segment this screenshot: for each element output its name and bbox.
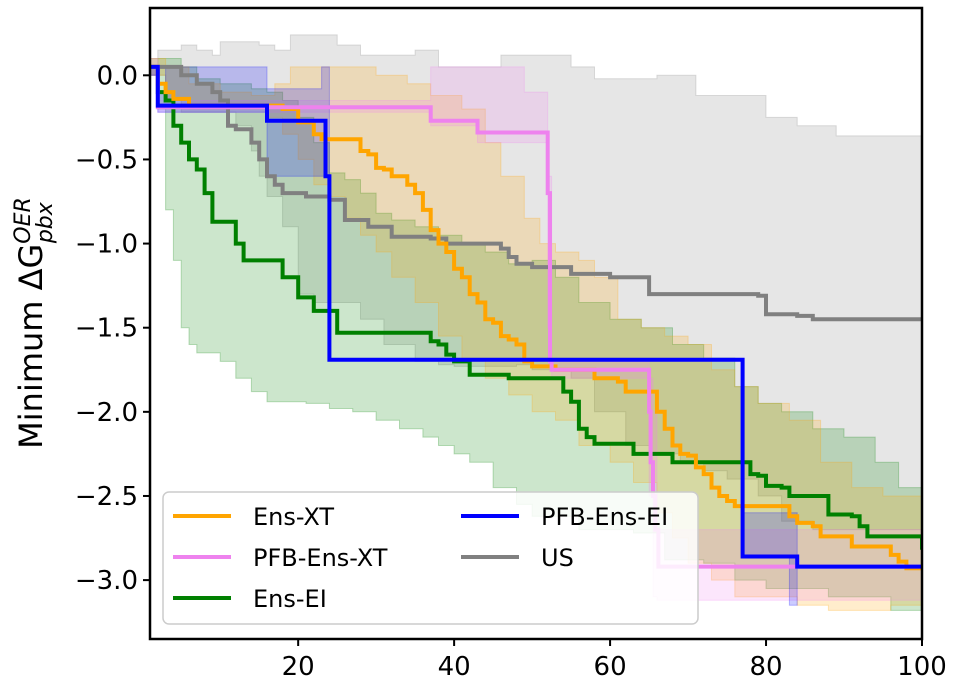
x-tick-label: 20 — [282, 652, 315, 682]
y-tick-label: −0.5 — [75, 145, 138, 175]
legend-label-us: US — [541, 544, 574, 572]
legend: Ens-XT PFB-Ens-XT Ens-EI PFB-Ens-EI US — [162, 491, 699, 625]
x-tick-label: 40 — [438, 652, 471, 682]
line-ens-ei — [150, 64, 922, 550]
legend-label-ens-ei: Ens-EI — [253, 585, 327, 613]
line-ens-xt — [150, 64, 922, 571]
band-pfb-ens-xt — [150, 58, 922, 601]
x-tick-label: 60 — [594, 652, 627, 682]
axis-ticks: 20 40 60 80 100 0.0 −0.5 −1.0 −1.5 −2.0 −2.5 −3.0 — [75, 61, 947, 682]
legend-box — [162, 491, 699, 625]
y-tick-label: 0.0 — [97, 61, 138, 91]
band-ens-ei — [150, 58, 922, 611]
legend-label-ens-xt: Ens-XT — [253, 503, 334, 531]
y-axis-title-sub: pbx — [33, 201, 58, 244]
y-tick-label: −1.5 — [75, 314, 138, 344]
y-tick-label: −2.0 — [75, 398, 138, 428]
legend-label-pfb-ens-xt: PFB-Ens-XT — [253, 544, 388, 572]
y-axis-title-sup: OER — [11, 197, 36, 244]
x-tick-label: 100 — [897, 652, 947, 682]
y-tick-label: −1.0 — [75, 230, 138, 260]
axes — [148, 6, 924, 641]
y-axis-title-main: Minimum ΔG — [12, 244, 50, 449]
legend-label-pfb-ens-ei: PFB-Ens-EI — [541, 503, 668, 531]
x-tick-label: 80 — [749, 652, 782, 682]
line-pfb-ens-ei — [150, 64, 922, 569]
band-ens-xt — [150, 58, 922, 611]
y-tick-label: −2.5 — [75, 482, 138, 512]
y-tick-label: −3.0 — [75, 566, 138, 596]
confidence-bands — [150, 34, 922, 611]
plot-frame — [148, 6, 924, 641]
y-axis-title: Minimum ΔGOERpbx — [11, 197, 58, 449]
